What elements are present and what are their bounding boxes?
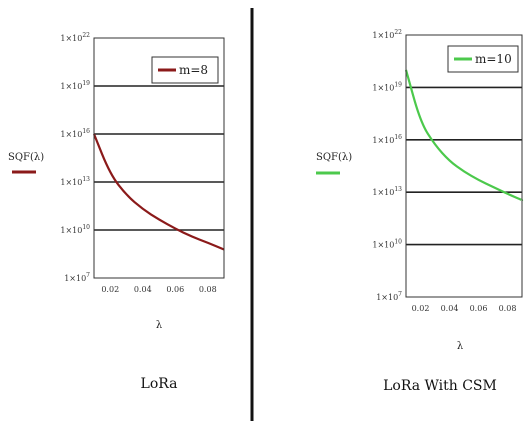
legend-label: m=10 xyxy=(475,52,512,66)
x-tick-label: 0.02 xyxy=(412,304,430,313)
series-lines xyxy=(404,69,524,202)
plot-frame xyxy=(405,34,523,298)
y-tick-label: 1×1022 xyxy=(60,32,90,43)
y-tick-label: 1×1010 xyxy=(60,224,90,235)
chart-panel-lora: 1×107 1×1010 1×1013 1×1016 1×1019 1×1022 0.02… xyxy=(8,32,225,392)
y-tick-label: 1×1013 xyxy=(60,176,90,187)
chart-panel-lora-with-csm: 1×107 1×1010 1×1013 1×1016 1×1019 1×1022 0.02… xyxy=(316,29,524,394)
grid-lines xyxy=(406,86,522,246)
y-axis-label: SQF(λ) xyxy=(8,152,44,163)
y-tick-labels: 1×107 1×1010 1×1013 1×1016 1×1019 1×1022 xyxy=(372,29,402,302)
y-tick-label: 1×1019 xyxy=(372,81,402,92)
series-lines xyxy=(92,133,225,251)
x-tick-labels: 0.02 0.04 0.06 0.08 xyxy=(412,304,517,313)
chart-caption: LoRa With CSM xyxy=(383,378,497,394)
y-tick-label: 1×107 xyxy=(376,291,402,302)
grid-lines xyxy=(94,85,224,231)
x-tick-label: 0.04 xyxy=(134,285,152,294)
x-axis-label: λ xyxy=(457,341,464,352)
y-axis-label: SQF(λ) xyxy=(316,152,352,163)
y-tick-label: 1×107 xyxy=(64,272,90,283)
legend: m=8 xyxy=(151,56,219,84)
plot-frame xyxy=(93,37,225,279)
y-tick-labels: 1×107 1×1010 1×1013 1×1016 1×1019 1×1022 xyxy=(60,32,90,283)
x-tick-labels: 0.02 0.04 0.06 0.08 xyxy=(101,285,216,294)
chart-caption: LoRa xyxy=(141,376,178,392)
y-tick-label: 1×1013 xyxy=(372,186,402,197)
y-tick-label: 1×1016 xyxy=(60,128,90,139)
y-tick-label: 1×1019 xyxy=(60,80,90,91)
y-tick-label: 1×1010 xyxy=(372,239,402,250)
x-tick-label: 0.06 xyxy=(166,285,184,294)
legend-box xyxy=(447,45,519,73)
x-tick-label: 0.08 xyxy=(199,285,217,294)
series-line xyxy=(404,69,524,202)
x-tick-label: 0.02 xyxy=(101,285,119,294)
x-tick-label: 0.08 xyxy=(499,304,517,313)
x-tick-label: 0.04 xyxy=(441,304,459,313)
x-tick-label: 0.06 xyxy=(470,304,488,313)
legend-label: m=8 xyxy=(179,63,208,77)
legend: m=10 xyxy=(447,45,519,73)
y-tick-label: 1×1016 xyxy=(372,134,402,145)
x-axis-label: λ xyxy=(156,320,163,331)
series-line xyxy=(92,133,225,251)
y-tick-label: 1×1022 xyxy=(372,29,402,40)
